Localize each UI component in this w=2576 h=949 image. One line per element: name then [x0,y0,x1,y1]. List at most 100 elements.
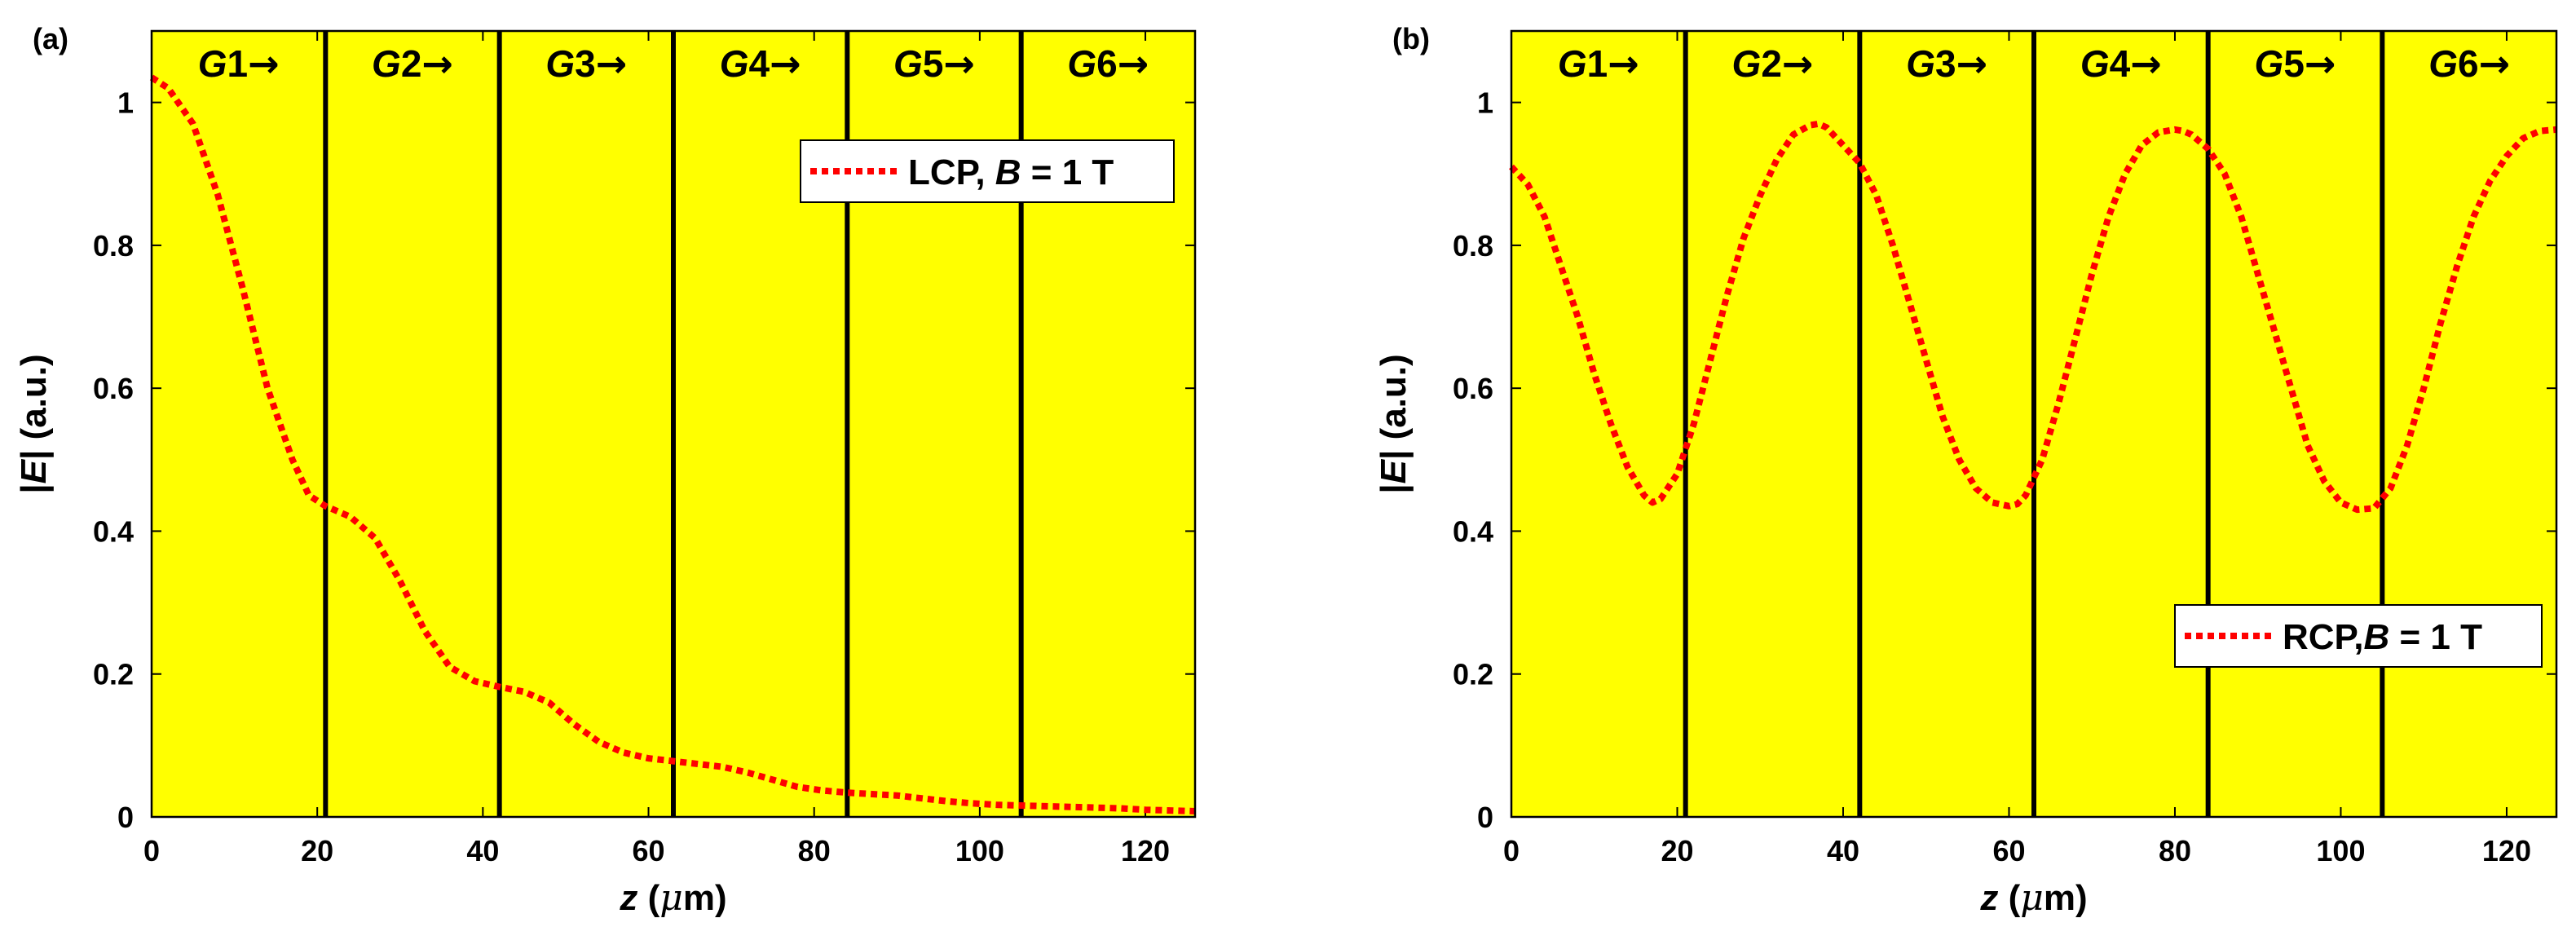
arrow-right-icon: → [2479,42,2511,86]
legend-label-post: = 1 T [2389,617,2482,657]
grating-label-letter: G [1558,42,1587,85]
grating-label-number: 5 [923,42,944,85]
axes-frame [1510,29,2558,819]
data-series-line-0 [1509,120,2557,514]
x-tick-label-1: 20 [1661,834,1693,867]
legend-label: LCP, B = 1 T [908,152,1114,192]
panel-b-rcp: 0 20 40 60 80 100 120 0 0.2 0.4 0.6 0.8 1 z (μm) |E| (… [1374,22,2558,919]
grating-label-G4: G4→ [720,42,801,86]
y-axis-label-post: | (a.u.) [1374,354,1414,460]
legend-label: RCP,B = 1 T [2283,617,2482,657]
x-tick-label-0: 0 [1503,834,1520,867]
grating-label-number: 3 [575,42,596,85]
axes-frame [150,29,1197,819]
x-tick-label-4: 80 [798,834,831,867]
grating-label-G4: G4→ [2080,42,2162,86]
x-axis-label: z (μm) [1979,877,2087,919]
grating-label-G6: G6→ [1067,42,1149,86]
grating-label-letter: G [1067,42,1096,85]
legend-label-var: B [995,152,1021,192]
y-axis-label-var: E [14,458,54,483]
arrow-right-icon: → [943,42,975,86]
grating-label-number: 1 [1587,42,1608,85]
grating-label-number: 1 [227,42,248,85]
x-axis-label-open: ( [637,878,659,918]
x-tick-label-5: 100 [955,834,1004,867]
y-axis-label: |E| (a.u.) [1374,354,1414,493]
y-tick-label-0: 0 [1477,801,1493,834]
grating-label-number: 2 [1761,42,1782,85]
y-axis-label-post: | (a.u.) [14,354,55,460]
y-axis-label-pre: | [14,483,55,493]
x-tick-label-0: 0 [143,834,160,867]
x-axis-label-var: z [1979,878,1998,918]
x-axis-label-mu: μ [659,877,683,919]
arrow-right-icon: → [2130,42,2162,86]
legend-label-pre: LCP, [908,152,995,192]
y-axis-label: |E| (a.u.) [14,354,55,493]
data-series-line-0 [149,74,1196,814]
x-axis-label-close: m) [683,878,727,918]
x-tick-label-6: 120 [1121,834,1170,867]
x-tick-label-4: 80 [2159,834,2191,867]
x-tick-label-1: 20 [301,834,333,867]
x-tick-label-6: 120 [2482,834,2531,867]
grating-label-G2: G2→ [1732,42,1814,86]
x-tick-label-5: 100 [2316,834,2365,867]
y-tick-label-4: 0.8 [93,229,134,263]
legend: LCP, B = 1 T [800,139,1175,203]
x-tick-label-3: 60 [633,834,665,867]
grating-label-G1: G1→ [198,42,280,86]
grating-label-number: 6 [2458,42,2479,85]
grating-label-letter: G [2080,42,2110,85]
grating-label-G3: G3→ [1906,42,1987,86]
grating-label-number: 2 [401,42,422,85]
panel-label: (a) [33,22,68,55]
legend-label-pre: RCP, [2283,617,2363,657]
grating-label-G2: G2→ [372,42,453,86]
arrow-right-icon: → [596,42,628,86]
grating-label-G3: G3→ [545,42,627,86]
grating-label-number: 3 [1935,42,1956,85]
arrow-right-icon: → [421,42,453,86]
y-tick-label-0: 0 [117,801,134,834]
grating-label-number: 6 [1096,42,1118,85]
y-tick-label-3: 0.6 [1453,372,1493,405]
grating-label-G5: G5→ [2255,42,2336,86]
y-axis-label-pre: | [1374,483,1414,493]
y-tick-label-5: 1 [117,86,134,120]
arrow-right-icon: → [2305,42,2336,86]
x-axis-label-mu: μ [2020,877,2044,919]
grating-label-letter: G [198,42,227,85]
grating-label-G1: G1→ [1558,42,1639,86]
grating-label-letter: G [1732,42,1762,85]
x-axis-label-close: m) [2044,878,2088,918]
arrow-right-icon: → [1956,42,1988,86]
legend: RCP,B = 1 T [2174,604,2543,668]
grating-label-letter: G [893,42,923,85]
y-tick-label-2: 0.4 [1453,514,1493,548]
y-tick-label-3: 0.6 [93,372,134,405]
arrow-right-icon: → [1608,42,1639,86]
x-tick-label-2: 40 [1827,834,1859,867]
grating-label-letter: G [2255,42,2284,85]
arrow-right-icon: → [248,42,280,86]
grating-label-letter: G [372,42,401,85]
grating-label-G6: G6→ [2428,42,2510,86]
arrow-right-icon: → [1118,42,1149,86]
x-tick-label-3: 60 [1992,834,2025,867]
x-tick-label-2: 40 [466,834,499,867]
arrow-right-icon: → [1782,42,1814,86]
y-tick-label-4: 0.8 [1453,229,1493,263]
grating-label-letter: G [1906,42,1935,85]
y-axis-label-var: E [1374,458,1414,483]
grating-label-number: 5 [2283,42,2305,85]
panel-a-lcp: 0 20 40 60 80 100 120 0 0.2 0.4 0.6 0.8 1 z (μm) |E| (… [14,22,1197,919]
legend-box [800,139,1175,203]
y-tick-label-1: 0.2 [93,658,134,691]
grating-label-letter: G [720,42,749,85]
panel-label: (b) [1392,22,1430,55]
grating-label-G5: G5→ [893,42,975,86]
grating-label-number: 4 [748,42,770,85]
